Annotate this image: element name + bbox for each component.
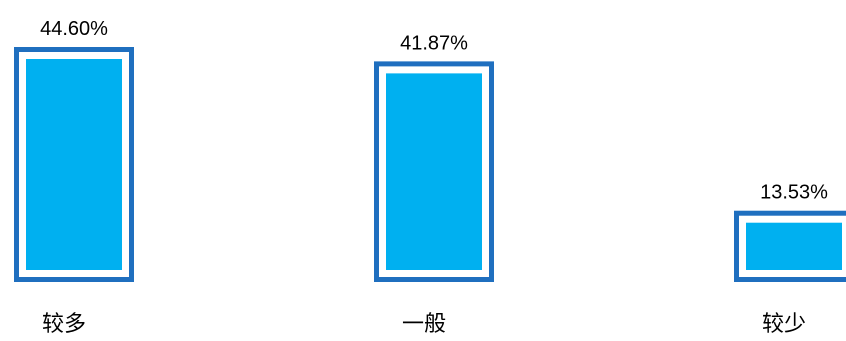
bar-group-0: 44.60% 较多: [14, 18, 134, 337]
bar: [26, 59, 122, 270]
bar: [746, 222, 842, 270]
data-label: 13.53%: [760, 182, 828, 204]
category-label: 一般: [402, 312, 446, 337]
bar: [386, 73, 482, 271]
category-label: 较多: [42, 312, 86, 337]
data-label: 41.87%: [400, 32, 468, 54]
bar-outline: [14, 47, 134, 282]
bar-group-1: 41.87% 一般: [374, 32, 494, 337]
bar-group-2: 13.53% 较少: [734, 182, 846, 337]
bar-outline: [374, 61, 494, 282]
data-label: 44.60%: [40, 18, 108, 40]
category-label: 较少: [762, 312, 806, 337]
bar-outline: [734, 210, 846, 282]
